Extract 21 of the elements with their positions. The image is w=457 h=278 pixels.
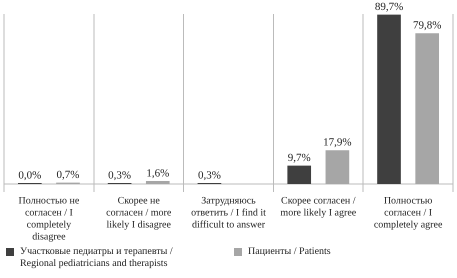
x-tick-label: Скорее не согласен / more likely I disagree: [106, 196, 172, 231]
data-label: 1,6%: [146, 167, 170, 180]
bar: [377, 14, 401, 184]
data-label: 0,3%: [198, 169, 221, 182]
data-label: 17,9%: [323, 136, 352, 149]
x-tick-label: Полностью согласен / I completely agree: [374, 196, 443, 231]
legend-label: Пациенты / Patients: [248, 246, 331, 258]
data-label: 9,7%: [288, 152, 311, 164]
legend-label: Участковые педиатры и терапевты / Regional pediatricians and therapists: [20, 246, 174, 270]
bar: [415, 33, 440, 184]
data-label: 89,7%: [374, 0, 404, 13]
data-label: 0,0%: [18, 169, 42, 182]
bar: [287, 166, 312, 184]
data-label: 79,8%: [412, 20, 442, 32]
x-tick-label: Полностью не согласен / I completely disagree: [18, 196, 80, 243]
x-tick-label: Затрудняюсь ответить / I find it difficult to answer: [191, 196, 266, 231]
data-label: 0,3%: [108, 169, 132, 182]
bar: [326, 150, 350, 184]
bar: [146, 180, 170, 184]
x-tick-label: Скорее согласен / more likely I agree: [280, 196, 357, 219]
data-label: 0,7%: [56, 169, 80, 182]
